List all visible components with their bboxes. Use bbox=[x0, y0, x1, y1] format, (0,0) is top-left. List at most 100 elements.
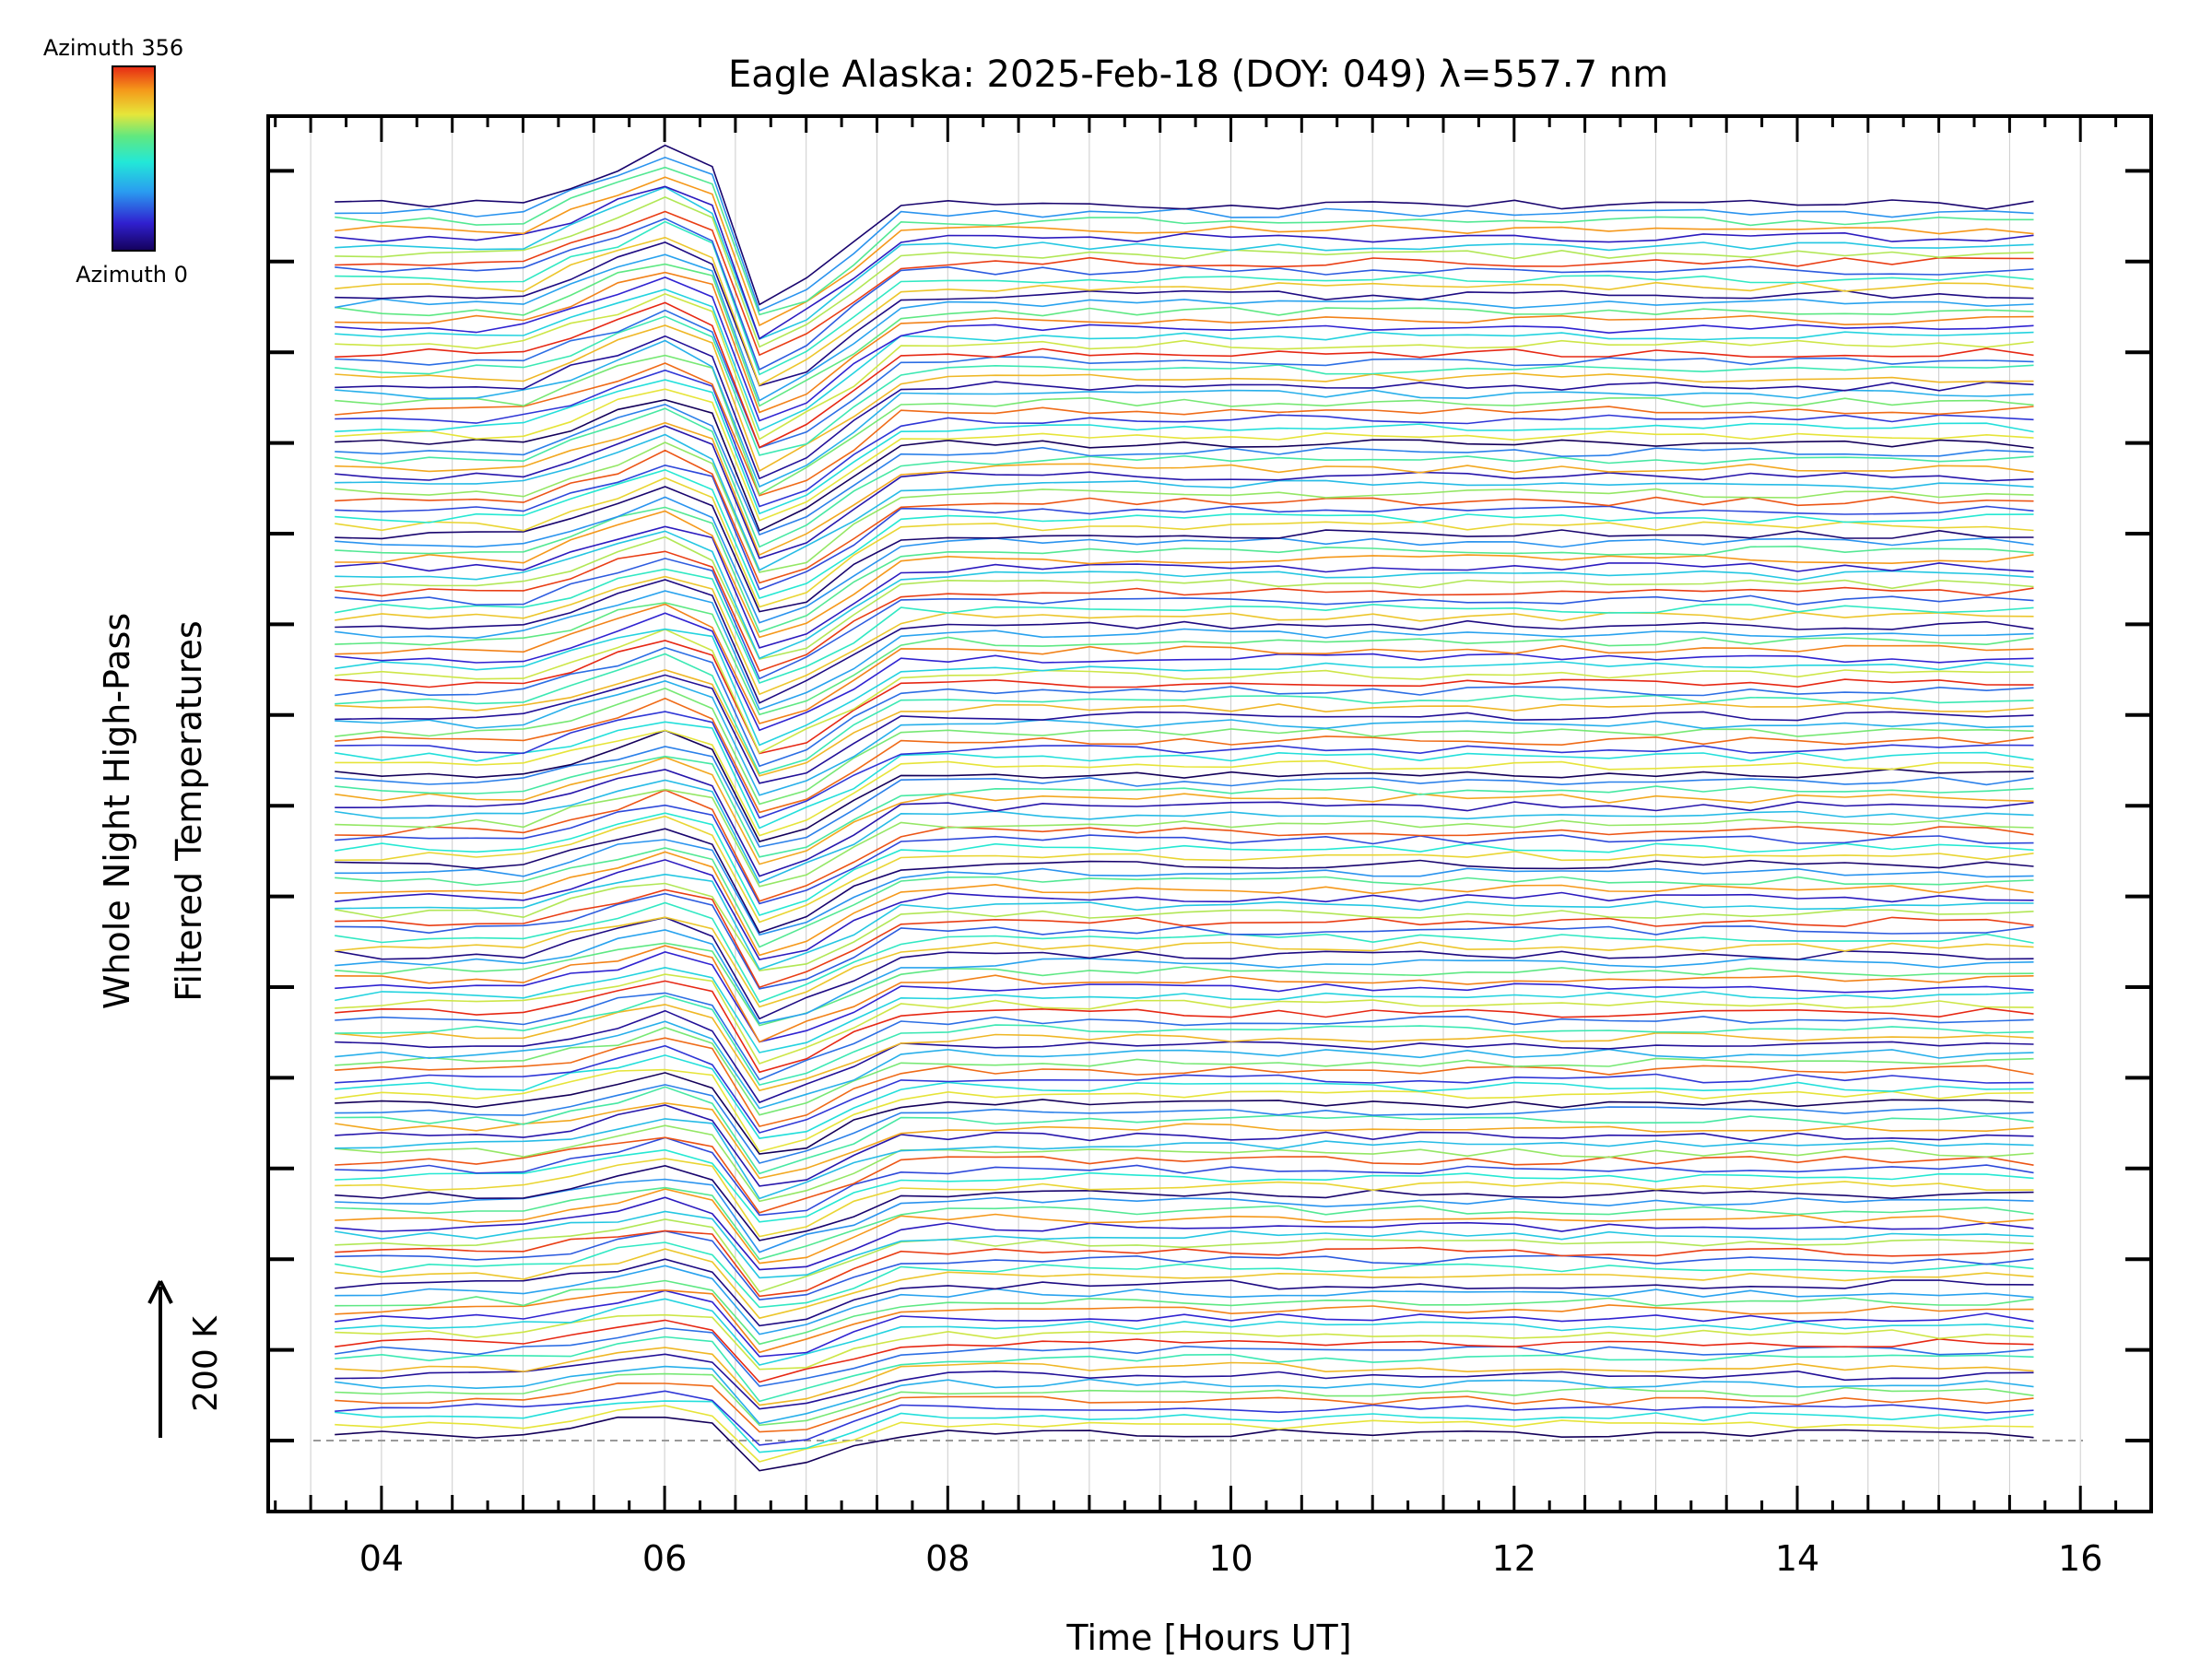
x-tick-label: 12 bbox=[1492, 1538, 1536, 1579]
series-line bbox=[335, 1188, 2034, 1265]
series-line bbox=[335, 1248, 2034, 1320]
series-line bbox=[335, 293, 2034, 441]
series-line bbox=[335, 590, 2034, 711]
series-line bbox=[335, 236, 2034, 386]
series-line bbox=[335, 510, 2034, 639]
series-line bbox=[335, 496, 2034, 624]
series-line bbox=[335, 755, 2034, 858]
series-line bbox=[335, 575, 2034, 696]
series-line bbox=[335, 888, 2034, 989]
series-line bbox=[335, 640, 2034, 755]
series-line bbox=[335, 729, 2034, 837]
series-line bbox=[335, 421, 2034, 557]
series-line bbox=[335, 1086, 2034, 1175]
series-line bbox=[335, 859, 2034, 960]
series-line bbox=[335, 873, 2034, 971]
series-line bbox=[335, 196, 2034, 348]
series-line bbox=[335, 916, 2034, 1008]
series-line bbox=[335, 288, 2034, 432]
series-line bbox=[335, 697, 2034, 814]
chart-title: Eagle Alaska: 2025-Feb-18 (DOY: 049) λ=5… bbox=[728, 53, 1668, 96]
x-axis-label: Time [Hours UT] bbox=[1065, 1618, 1351, 1658]
series-line bbox=[335, 1027, 2034, 1116]
y-axis-label: Whole Night High-Pass Filtered Temperatu… bbox=[97, 613, 209, 1009]
series-line bbox=[335, 388, 2034, 522]
series-line bbox=[335, 1279, 2034, 1346]
series-line bbox=[335, 568, 2034, 684]
series-line bbox=[335, 646, 2034, 768]
series-line bbox=[335, 1313, 2034, 1371]
series-line bbox=[335, 1390, 2034, 1446]
series-line bbox=[335, 1118, 2034, 1200]
plot-frame bbox=[266, 114, 2153, 1513]
series-line bbox=[335, 530, 2034, 660]
series-line bbox=[335, 309, 2034, 449]
series-line bbox=[335, 271, 2034, 414]
series-line bbox=[335, 486, 2034, 613]
series-line bbox=[335, 1298, 2034, 1366]
series-line bbox=[335, 379, 2034, 515]
series-line bbox=[335, 144, 2034, 306]
series-line bbox=[335, 851, 2034, 957]
series-lines bbox=[335, 144, 2034, 1472]
series-line bbox=[335, 362, 2034, 497]
series-line bbox=[335, 1210, 2034, 1279]
series-line bbox=[335, 1230, 2034, 1298]
series-line bbox=[335, 425, 2034, 559]
series-line bbox=[335, 804, 2034, 905]
ticks bbox=[268, 116, 2153, 1512]
scale-bar-label: 200 K bbox=[187, 1315, 225, 1412]
x-tick-label: 14 bbox=[1775, 1538, 1819, 1579]
series-line bbox=[335, 558, 2034, 680]
x-tick-label: 16 bbox=[2058, 1538, 2102, 1579]
series-line bbox=[335, 210, 2034, 357]
series-line bbox=[335, 828, 2034, 934]
series-line bbox=[335, 1327, 2034, 1387]
series-line bbox=[335, 612, 2034, 732]
series-line bbox=[335, 1196, 2034, 1271]
series-line bbox=[335, 433, 2034, 571]
y-axis-label-line2: Filtered Temperatures bbox=[169, 620, 209, 1001]
series-line bbox=[335, 241, 2034, 387]
series-line bbox=[335, 1405, 2034, 1463]
series-line bbox=[335, 1186, 2034, 1261]
series-line bbox=[335, 468, 2034, 599]
series-line bbox=[335, 185, 2034, 340]
series-line bbox=[335, 1178, 2034, 1253]
x-tick-label: 10 bbox=[1208, 1538, 1253, 1579]
colorbar-gradient bbox=[112, 65, 156, 252]
series-line bbox=[335, 1158, 2034, 1238]
colorbar-bottom-label: Azimuth 0 bbox=[76, 262, 188, 288]
series-line bbox=[335, 1104, 2034, 1187]
series-line bbox=[335, 668, 2034, 777]
series-line bbox=[335, 1054, 2034, 1139]
series-line bbox=[335, 1218, 2034, 1293]
series-line bbox=[335, 812, 2034, 916]
y-axis-label-line1: Whole Night High-Pass bbox=[97, 613, 137, 1009]
series-line bbox=[335, 276, 2034, 422]
series-line bbox=[335, 1037, 2034, 1128]
series-line bbox=[335, 1288, 2034, 1354]
series-line bbox=[335, 756, 2034, 865]
series-line bbox=[335, 980, 2034, 1074]
series-line bbox=[335, 1009, 2034, 1104]
series-line bbox=[335, 729, 2034, 842]
series-line bbox=[335, 1068, 2034, 1153]
series-line bbox=[335, 335, 2034, 480]
series-line bbox=[335, 550, 2034, 672]
series-line bbox=[335, 628, 2034, 747]
series-line bbox=[335, 839, 2034, 936]
series-line bbox=[335, 1164, 2034, 1241]
series-line bbox=[335, 166, 2034, 316]
series-line bbox=[335, 815, 2034, 924]
series-line bbox=[335, 1230, 2034, 1301]
x-tick-label: 04 bbox=[359, 1538, 404, 1579]
series-line bbox=[335, 477, 2034, 608]
series-line bbox=[335, 324, 2034, 473]
series-line bbox=[335, 535, 2034, 661]
series-line bbox=[335, 186, 2034, 340]
series-line bbox=[335, 253, 2034, 402]
series-line bbox=[335, 220, 2034, 376]
series-line bbox=[335, 882, 2034, 971]
